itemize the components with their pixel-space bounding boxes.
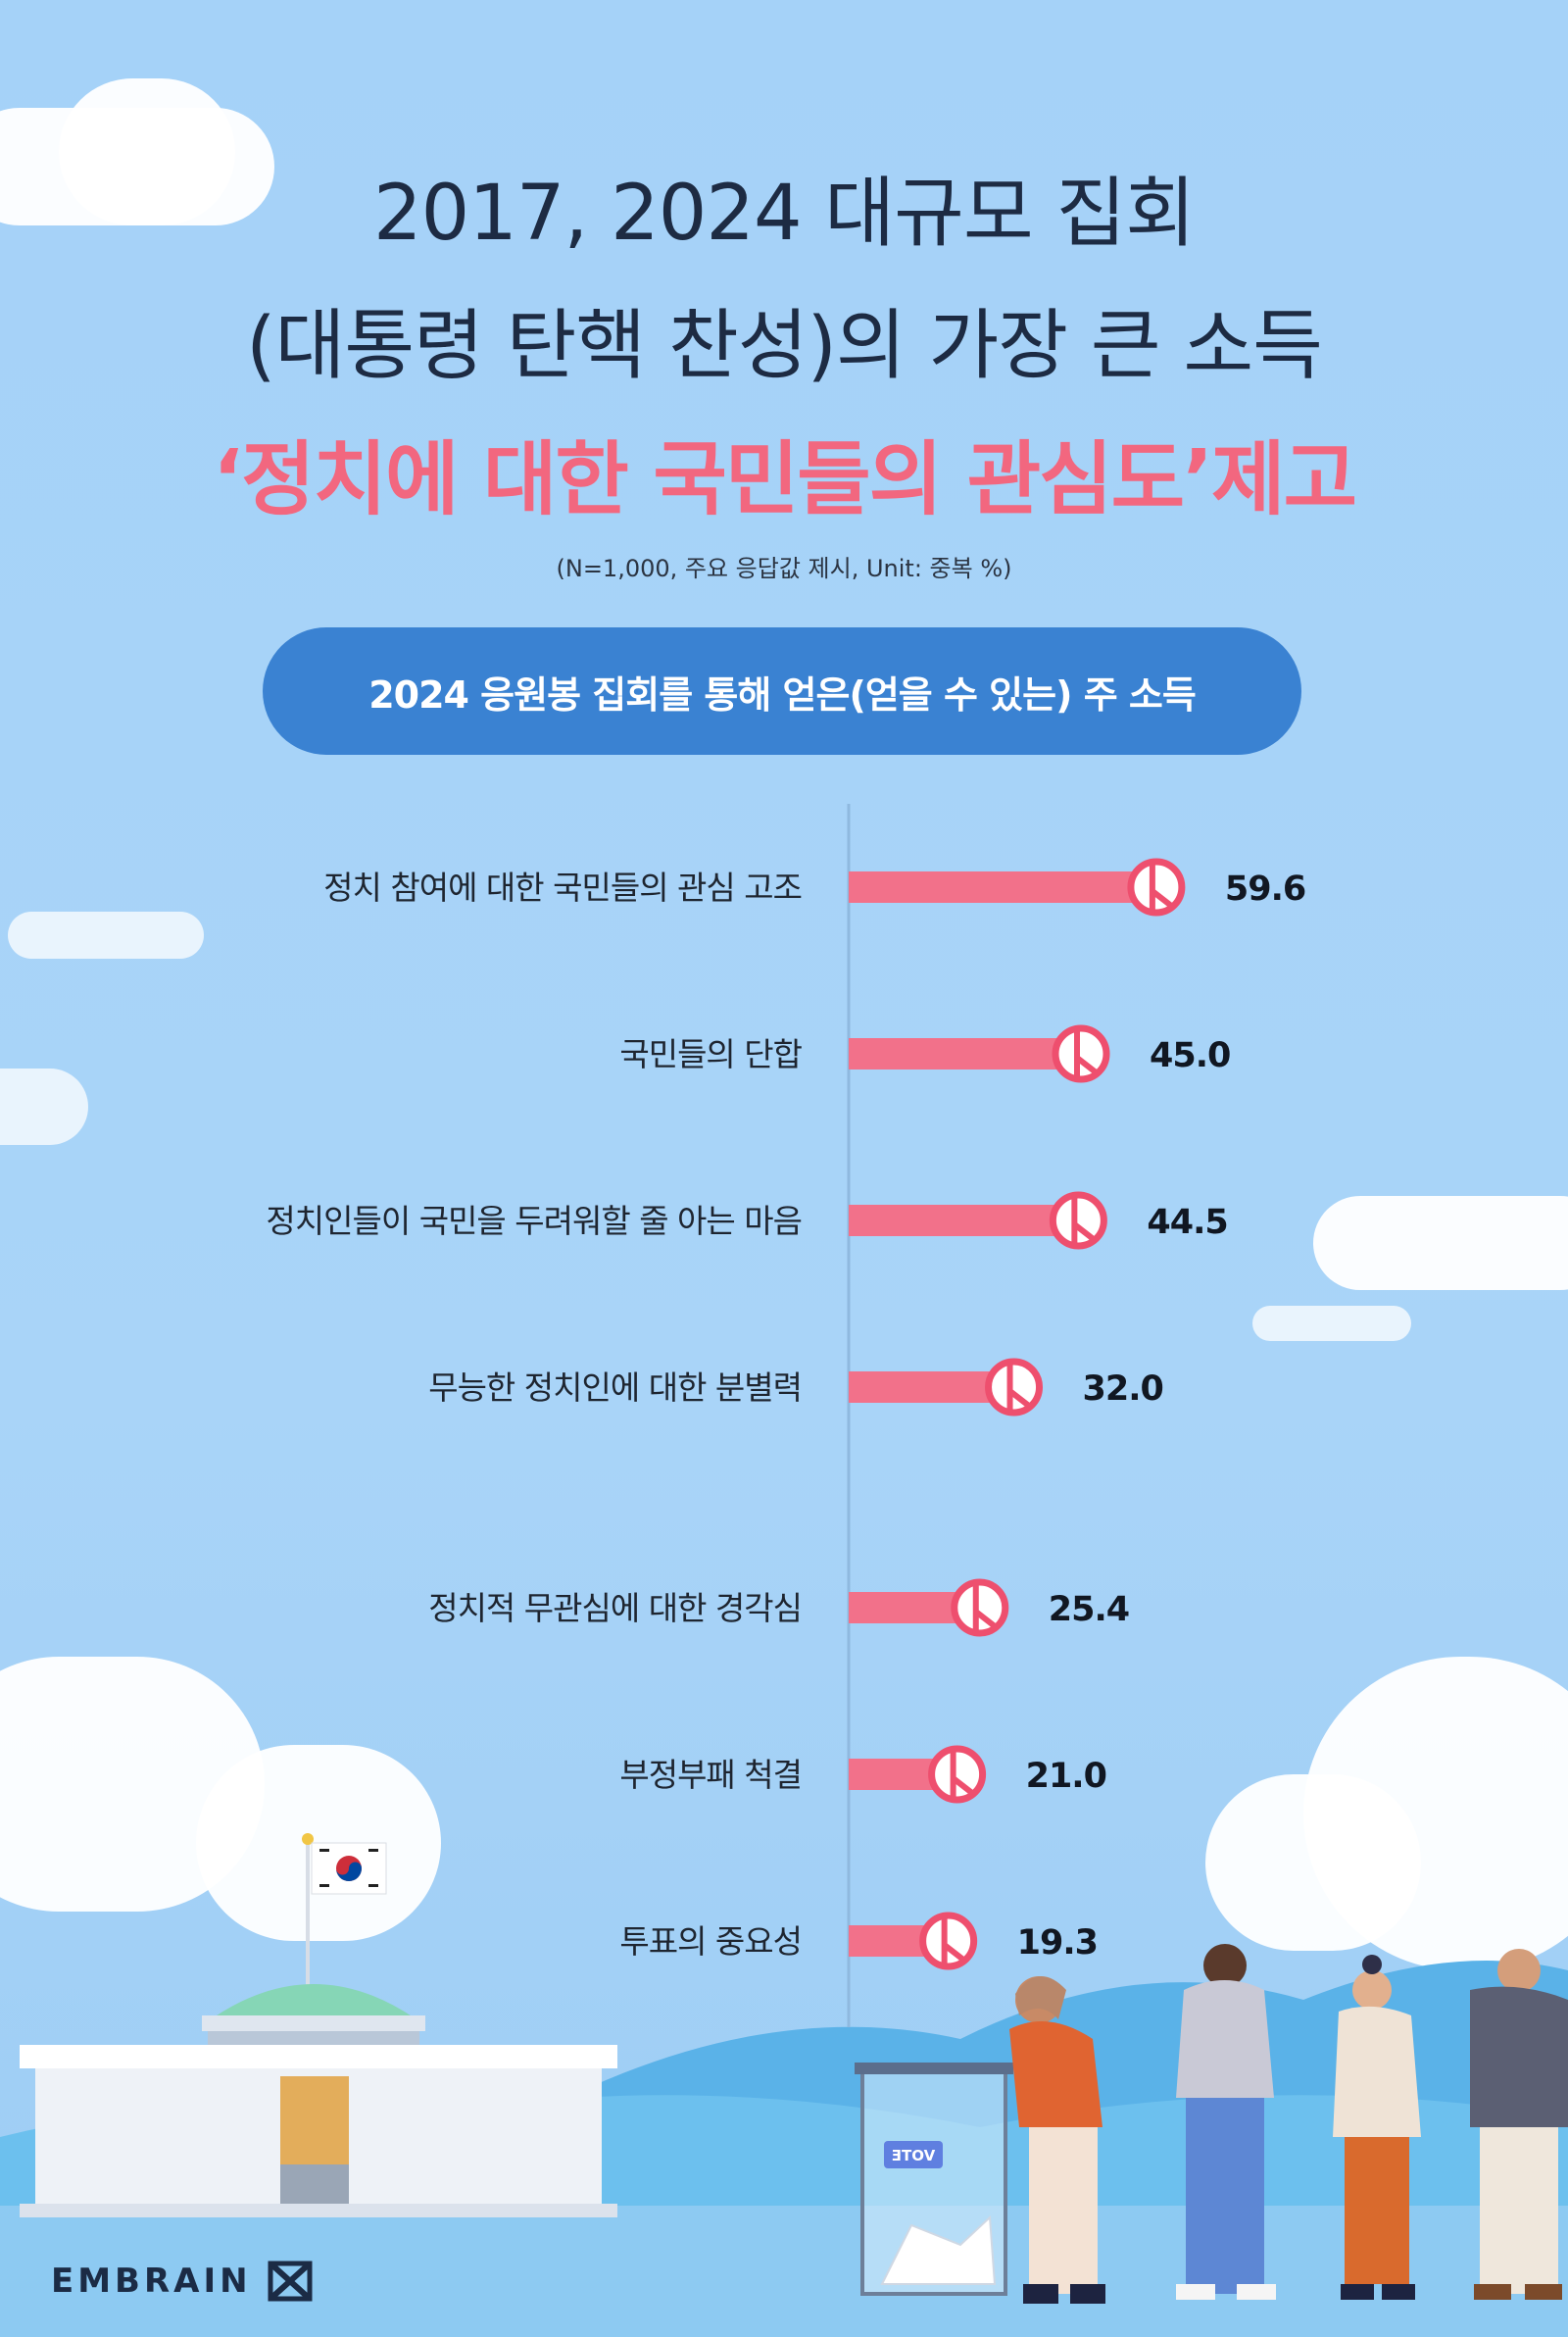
- category-label: 투표의 중요성: [619, 1922, 802, 1961]
- marker-stroke: [941, 1913, 965, 1969]
- bar: [849, 1205, 1079, 1236]
- ground: [0, 2206, 1568, 2337]
- korean-flag-icon: [311, 1842, 387, 1895]
- chart-row: 정치적 무관심에 대한 경각심 25.4: [428, 1578, 1130, 1637]
- ballot-mark-icon: [1049, 1191, 1107, 1250]
- chart-row: 무능한 정치인에 대한 분별력 32.0: [428, 1358, 1164, 1417]
- marker-ring: [985, 1358, 1044, 1417]
- value-label: 25.4: [1049, 1590, 1129, 1629]
- marker-stroke: [1149, 859, 1173, 916]
- value-label: 59.6: [1225, 870, 1305, 909]
- marker-ring: [919, 1912, 978, 1970]
- category-label: 국민들의 단합: [619, 1035, 802, 1073]
- ballot-mark-icon: [928, 1745, 987, 1804]
- title-line-1: 2017, 2024 대규모 집회: [373, 170, 1196, 258]
- value-label: 44.5: [1147, 1203, 1227, 1242]
- marker-stroke: [1006, 1359, 1031, 1416]
- chart-title: 2024 응원봉 집회를 통해 얻은(얻을 수 있는) 주 소득: [368, 672, 1197, 717]
- ballot-mark-icon: [1052, 1024, 1110, 1083]
- cloud-bottom-right-2: [1205, 1774, 1421, 1951]
- marker-stroke: [950, 1746, 974, 1803]
- marker-ring: [1127, 858, 1186, 917]
- ballot-box-label: VOTE: [892, 2147, 936, 2164]
- title-highlight: ‘정치에 대한 국민들의 관심도’제고: [212, 433, 1357, 526]
- category-label: 정치적 무관심에 대한 경각심: [428, 1589, 802, 1627]
- category-label: 정치 참여에 대한 국민들의 관심 고조: [323, 869, 802, 907]
- marker-ring: [1052, 1024, 1110, 1083]
- cloud-right-small: [1252, 1306, 1411, 1341]
- ballot-box: VOTE: [855, 2063, 1013, 2296]
- cloud-right-mid: [1313, 1196, 1568, 1290]
- chart-row: 부정부패 척결 21.0: [619, 1745, 1107, 1804]
- brand-logo: EMBRAIN: [51, 2261, 313, 2302]
- bar: [849, 1038, 1081, 1069]
- voter-people-illustration: [1009, 1944, 1568, 2304]
- value-label: 19.3: [1017, 1923, 1098, 1963]
- embrain-logo-icon: [268, 2261, 313, 2302]
- chart-row: 국민들의 단합 45.0: [619, 1024, 1231, 1083]
- brand-name: EMBRAIN: [51, 2262, 252, 2301]
- ballot-mark-icon: [1127, 858, 1186, 917]
- chart-row: 정치 참여에 대한 국민들의 관심 고조 59.6: [323, 858, 1306, 917]
- title-line-2: (대통령 탄핵 찬성)의 가장 큰 소득: [246, 302, 1323, 390]
- chart-row: 투표의 중요성 19.3: [619, 1912, 1099, 1970]
- marker-stroke: [972, 1579, 997, 1636]
- bar: [849, 871, 1156, 903]
- chart-rows: 정치 참여에 대한 국민들의 관심 고조 59.6 국민들의 단합 45.0 정치인들이…: [266, 858, 1306, 1970]
- ballot-mark-icon: [919, 1912, 978, 1970]
- cloud-left-small: [8, 912, 204, 959]
- value-label: 45.0: [1150, 1036, 1230, 1075]
- category-label: 부정부패 척결: [619, 1756, 802, 1794]
- marker-ring: [928, 1745, 987, 1804]
- survey-note: (N=1,000, 주요 응답값 제시, Unit: 중복 %): [556, 555, 1012, 582]
- chart-row: 정치인들이 국민을 두려워할 줄 아는 마음 44.5: [266, 1191, 1229, 1250]
- marker-stroke: [1074, 1025, 1098, 1082]
- category-label: 무능한 정치인에 대한 분별력: [428, 1368, 802, 1407]
- value-label: 21.0: [1026, 1757, 1106, 1796]
- national-assembly-building: [20, 1833, 617, 2217]
- cloud-left-mid: [0, 1069, 88, 1145]
- category-label: 정치인들이 국민을 두려워할 줄 아는 마음: [266, 1202, 802, 1240]
- value-label: 32.0: [1083, 1369, 1163, 1409]
- marker-stroke: [1071, 1192, 1096, 1249]
- ballot-mark-icon: [985, 1358, 1044, 1417]
- cloud-top-left-puff: [59, 78, 235, 225]
- marker-ring: [951, 1578, 1009, 1637]
- chart-title-pill: 2024 응원봉 집회를 통해 얻은(얻을 수 있는) 주 소득: [263, 627, 1301, 755]
- marker-ring: [1049, 1191, 1107, 1250]
- ballot-mark-icon: [951, 1578, 1009, 1637]
